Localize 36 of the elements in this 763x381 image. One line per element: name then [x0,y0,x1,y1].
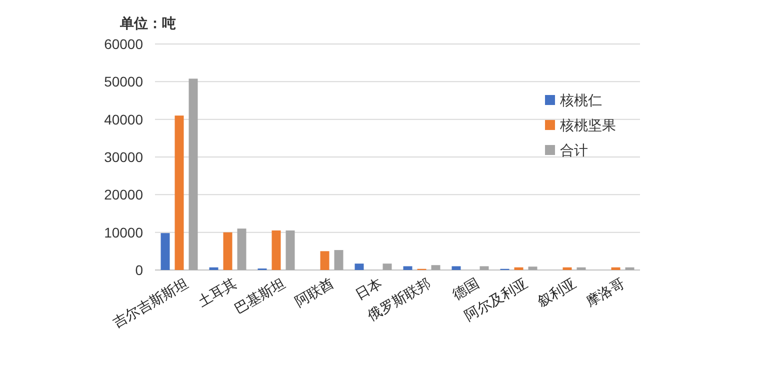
bar [528,266,538,270]
bar [334,250,344,270]
y-tick-label: 30000 [104,149,144,165]
bar [480,266,489,270]
y-tick-label: 20000 [104,186,144,203]
bar [188,78,198,270]
bar [320,251,330,270]
x-tick-label: 阿联酋 [292,274,336,310]
bar [160,233,170,270]
y-tick-label: 60000 [104,36,144,52]
y-tick-label: 50000 [104,74,144,90]
bar [611,267,620,270]
legend-label: 合计 [560,142,588,158]
bar [209,267,218,270]
y-tick-label: 10000 [104,224,144,240]
bar [272,230,281,270]
y-tick-label: 40000 [104,111,144,128]
bar [562,267,572,270]
bar [382,264,392,270]
bar [452,266,461,270]
bar [625,267,634,270]
bar [514,267,524,270]
legend-label: 核桃仁 [559,92,602,108]
y-axis-title: 单位：吨 [119,15,176,31]
bar [237,228,246,270]
x-tick-label: 叙利亚 [534,274,579,310]
bar [431,265,440,270]
bar [174,116,184,270]
bar [286,230,295,270]
bar [354,264,364,270]
bar [223,232,232,270]
bar [576,267,586,270]
x-tick-label: 摩洛哥 [582,274,628,310]
bar [403,266,412,270]
x-tick-label: 德国 [450,274,482,303]
legend-label: 核桃坚果 [559,117,616,133]
